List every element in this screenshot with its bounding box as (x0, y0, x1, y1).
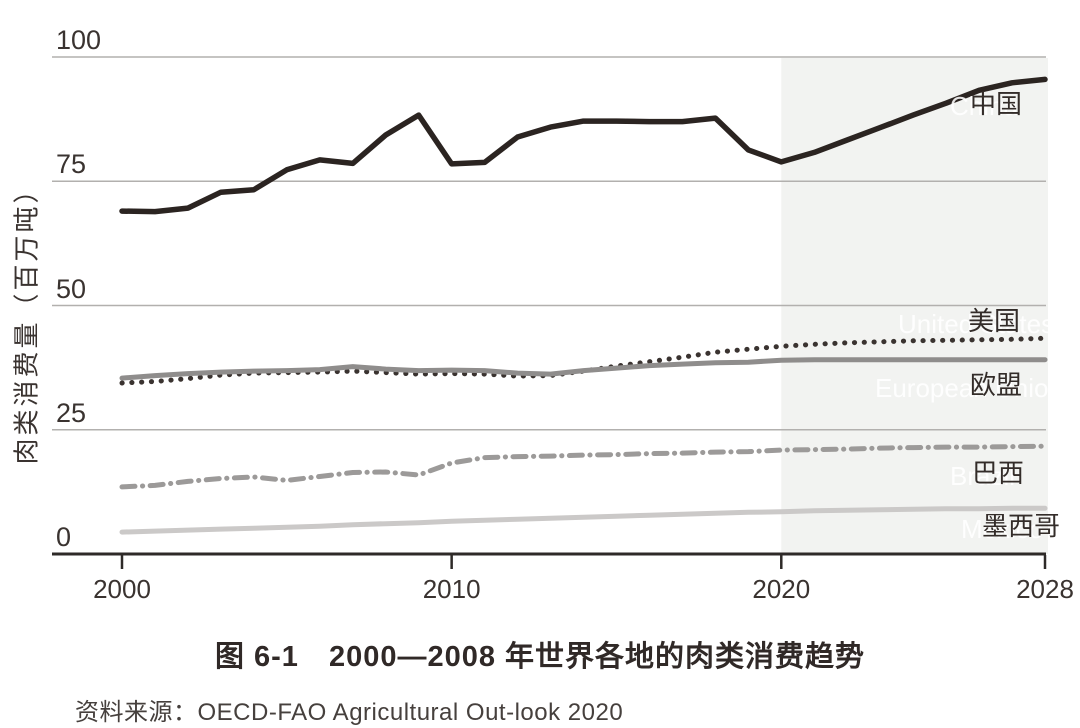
series-label-mexico: 墨西哥 (982, 511, 1061, 541)
series-line-mexico (119, 505, 1048, 535)
x-tick-label-2028: 2028 (1016, 574, 1074, 604)
figure-caption: 图 6-1 2000—2008 年世界各地的肉类消费趋势 (214, 641, 866, 673)
ghost-label-mexico: Mexico (961, 514, 1044, 544)
series-label-china: 中国 (970, 89, 1023, 119)
y-tick-label-75: 75 (56, 149, 87, 180)
series-line-european-union (119, 357, 1048, 381)
ghost-label-united-states: United States (898, 309, 1055, 339)
y-tick-label-0: 0 (56, 522, 72, 552)
ghost-label-european-union: European Union (875, 373, 1063, 403)
series-label-brazil: 巴西 (972, 458, 1025, 488)
x-tick-label-2010: 2010 (422, 574, 481, 604)
ghost-label-china: China (950, 91, 1018, 121)
series-line-brazil (119, 443, 1048, 490)
series-label-european-union: 欧盟 (970, 370, 1023, 400)
y-tick-label-25: 25 (56, 397, 87, 428)
series-line-china (119, 76, 1048, 215)
source-note: 资料来源：OECD-FAO Agricultural Out-look 2020 (75, 699, 624, 726)
y-tick-label-50: 50 (56, 273, 87, 304)
y-axis-title: 肉类消费量（百万吨） (11, 174, 42, 465)
series-label-united-states: 美国 (968, 306, 1021, 336)
x-tick-label-2020: 2020 (752, 574, 811, 604)
ghost-label-brazil: Brazil (950, 461, 1016, 491)
x-tick-label-2000: 2000 (93, 574, 151, 604)
y-tick-label-100: 100 (56, 25, 102, 55)
